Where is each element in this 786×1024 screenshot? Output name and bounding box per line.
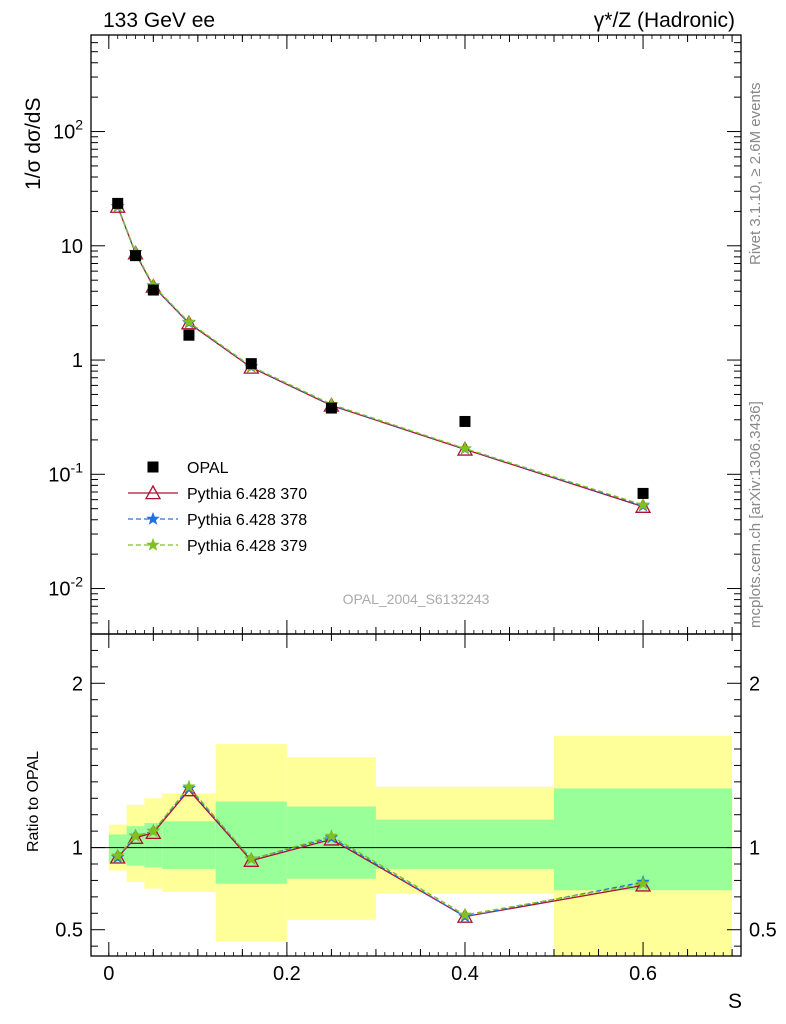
legend-marker-opal <box>147 461 159 473</box>
lower-series <box>109 779 652 923</box>
lower-ytick-label: 0.5 <box>55 920 83 942</box>
upper-ylabel: 1/σ dσ/dS <box>22 98 45 190</box>
legend-marker-pythia-6-428-379 <box>146 537 160 551</box>
band-inner-4 <box>215 801 287 884</box>
point-pythia-6-428-379-5 <box>324 828 339 842</box>
point-opal-3 <box>183 329 195 341</box>
band-inner-6 <box>375 819 555 869</box>
point-pythia-6-428-379-2 <box>146 823 161 837</box>
upper-ytick-label: 10-1 <box>48 459 83 486</box>
band-inner-5 <box>286 806 376 879</box>
point-pythia-6-428-379-3 <box>182 314 196 328</box>
point-opal-1 <box>130 250 142 262</box>
mcplots-label: mcplots.cern.ch [arXiv:1306.3436] <box>747 401 764 628</box>
upper-series <box>109 197 652 513</box>
legend-label-pythia-6-428-379: Pythia 6.428 379 <box>187 538 307 555</box>
xlabel: S <box>728 990 742 1013</box>
point-pythia-6-428-379-7 <box>636 497 650 511</box>
point-pythia-6-428-370-1 <box>127 829 144 844</box>
lower-axes: 0.5 0.5 1 1 2 2 0 0.2 0.4 0.6 <box>55 633 777 985</box>
legend-label-pythia-6-428-378: Pythia 6.428 378 <box>187 512 307 529</box>
series-line-pythia-6-428-379 <box>117 205 644 506</box>
legend-marker-pythia-6-428-378 <box>146 511 160 525</box>
header-right: γ*/Z (Hadronic) <box>594 9 735 32</box>
lower-ytick-label: 1 <box>72 838 83 860</box>
point-opal-5 <box>325 402 337 414</box>
point-pythia-6-428-379-6 <box>458 907 472 921</box>
lower-ytick-label-right: 1 <box>749 838 760 860</box>
legend-marker-pythia-6-428-370 <box>144 484 162 500</box>
point-pythia-6-428-379-1 <box>128 828 143 842</box>
series-line-pythia-6-428-379 <box>117 785 644 916</box>
xtick-label: 0.6 <box>629 963 657 985</box>
lower-ylabel: Ratio to OPAL <box>25 751 42 852</box>
lower-ytick-label-right: 2 <box>749 673 760 695</box>
series-line-pythia-6-428-378 <box>117 787 644 918</box>
upper-ytick-label: 1 <box>72 350 83 372</box>
rivet-label: Rivet 3.1.10, ≥ 2.6M events <box>747 83 764 266</box>
ratio-bands <box>91 735 741 956</box>
xtick-label: 0 <box>103 963 114 985</box>
lower-frame <box>90 633 742 957</box>
point-pythia-6-428-379-4 <box>244 851 259 865</box>
upper-ytick-label: 10 <box>61 236 83 258</box>
point-opal-2 <box>147 284 159 296</box>
band-inner-7 <box>554 788 733 891</box>
analysis-label: OPAL_2004_S6132243 <box>343 591 490 607</box>
legend-label-pythia-6-428-370: Pythia 6.428 370 <box>187 486 307 503</box>
point-pythia-6-428-370-3 <box>180 781 198 797</box>
band-inner-3 <box>162 821 216 869</box>
upper-ytick-label: 10-2 <box>48 574 83 601</box>
point-pythia-6-428-379-0 <box>110 848 125 862</box>
point-pythia-6-428-370-4 <box>243 852 260 867</box>
point-opal-6 <box>459 415 471 427</box>
point-opal-4 <box>245 358 257 370</box>
point-pythia-6-428-379-7 <box>636 876 650 890</box>
header-left: 133 GeV ee <box>103 9 215 32</box>
legend: OPAL Pythia 6.428 370 Pythia 6.428 378 Pyth… <box>128 460 307 555</box>
upper-ytick-label: 102 <box>53 117 83 144</box>
xtick-label: 0.4 <box>451 963 479 985</box>
point-pythia-6-428-379-3 <box>182 779 196 793</box>
xtick-label: 0.2 <box>273 963 301 985</box>
lower-ytick-label: 2 <box>72 673 83 695</box>
point-opal-0 <box>112 197 124 209</box>
point-pythia-6-428-379-6 <box>458 441 472 455</box>
lower-ytick-label-right: 0.5 <box>749 920 777 942</box>
legend-label-opal: OPAL <box>187 460 229 477</box>
point-opal-7 <box>637 487 649 499</box>
